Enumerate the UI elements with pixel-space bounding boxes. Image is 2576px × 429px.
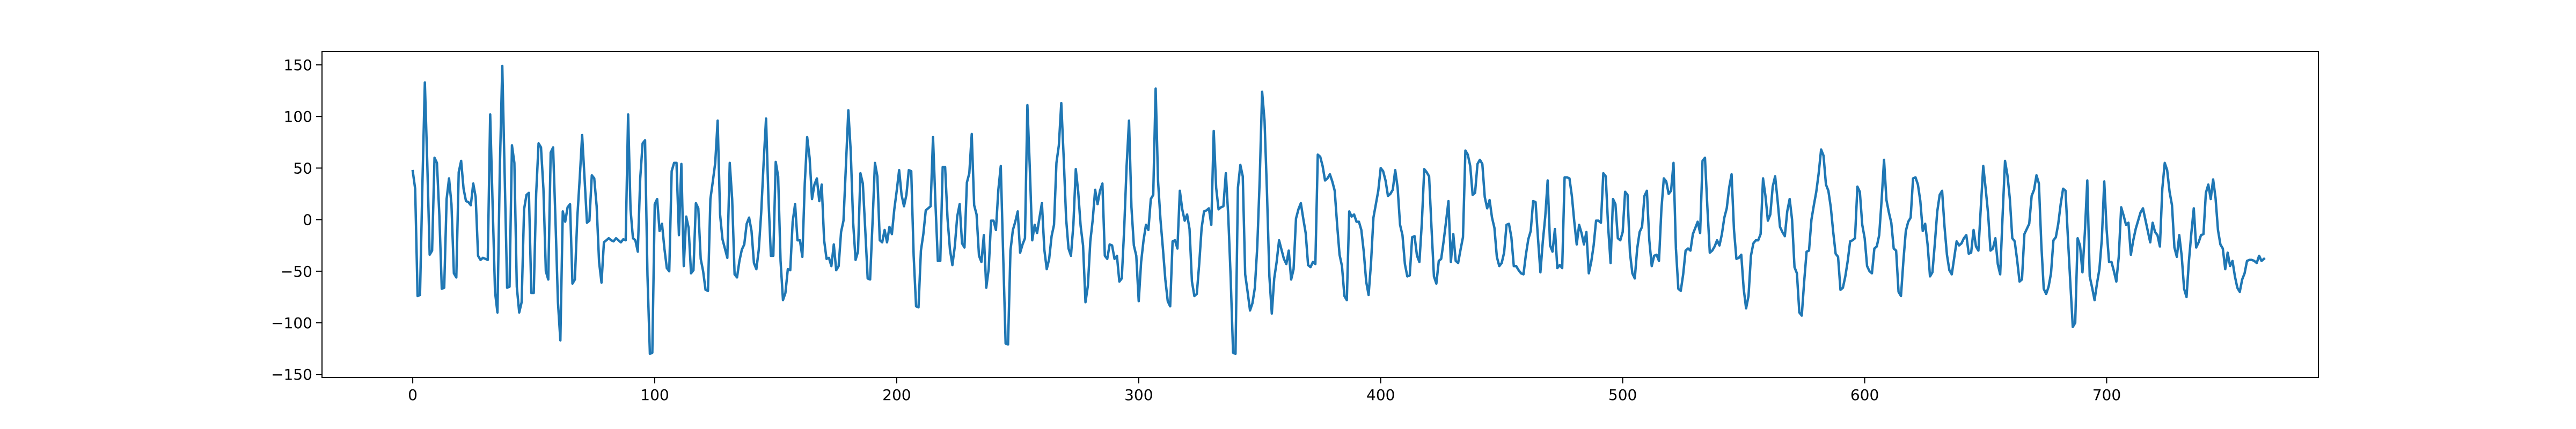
x-tick-label: 500 [1608,386,1637,404]
x-tick-label: 0 [408,386,418,404]
x-tick-label: 200 [882,386,911,404]
y-tick-label: 50 [293,159,312,177]
series-layer [411,64,2266,355]
x-tick-label: 300 [1124,386,1153,404]
x-tick-label: 400 [1366,386,1395,404]
plot-frame [321,51,2319,378]
y-tick-label: 150 [284,56,312,74]
series-line-0 [411,64,2266,355]
y-tick-label: −150 [271,366,312,383]
y-tick-label: −100 [271,314,312,332]
plot-area [322,51,2318,378]
y-tick-label: −50 [281,263,312,280]
x-tick-label: 600 [1850,386,1879,404]
x-tick-label: 100 [640,386,669,404]
x-tick-label: 700 [2092,386,2121,404]
y-tick-label: 100 [284,108,312,125]
y-tick-label: 0 [303,211,312,229]
ticks-layer: 0 100 200 300 400 500 600 700 −150 −100 −50 0 50 100 1… [271,56,2121,404]
